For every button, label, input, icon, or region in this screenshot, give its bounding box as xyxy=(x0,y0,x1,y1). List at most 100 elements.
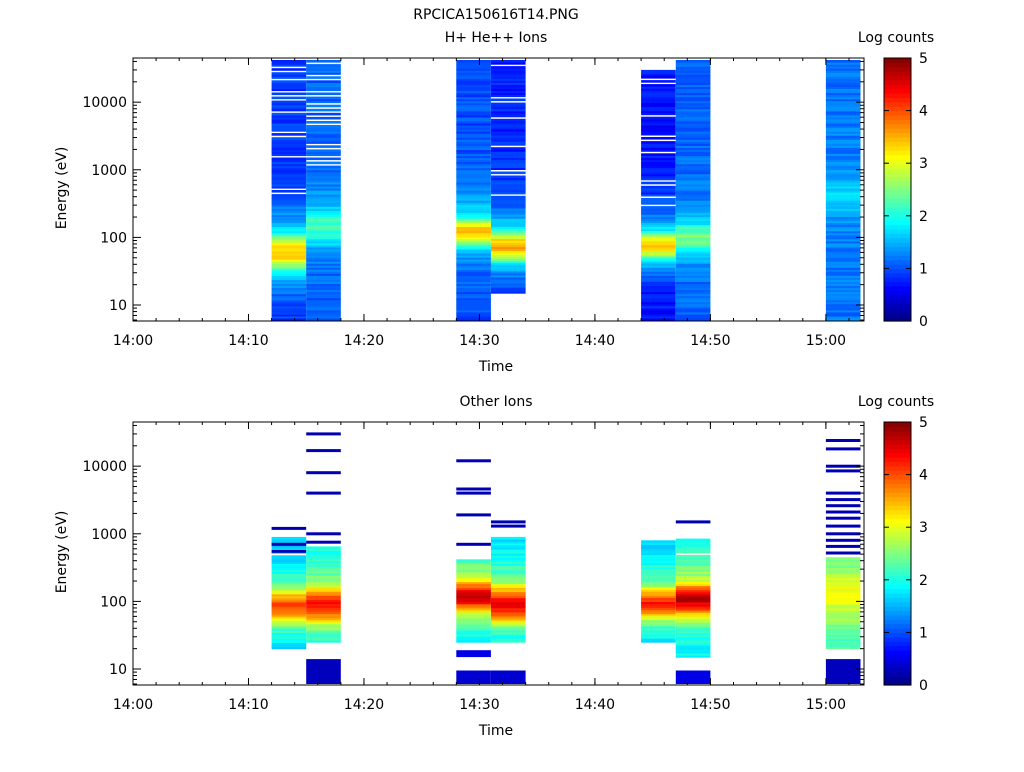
energy-bin xyxy=(491,197,526,201)
energy-bin xyxy=(675,232,711,236)
energy-bin xyxy=(641,623,676,627)
energy-bin xyxy=(675,579,711,582)
energy-bin xyxy=(675,542,711,546)
energy-bin xyxy=(306,181,341,185)
energy-line xyxy=(825,510,861,514)
energy-bin xyxy=(271,612,307,615)
energy-bin xyxy=(825,626,861,629)
energy-bin xyxy=(641,285,676,288)
energy-bin xyxy=(825,100,861,104)
colorbar-tick-label: 4 xyxy=(919,104,928,120)
energy-bin xyxy=(306,271,341,274)
energy-bin xyxy=(271,123,307,126)
energy-line xyxy=(271,542,307,546)
energy-bin xyxy=(825,297,861,301)
energy-bin xyxy=(641,214,676,217)
energy-bin xyxy=(456,216,491,219)
energy-bin xyxy=(491,187,526,191)
energy-bin xyxy=(271,151,307,154)
colorbar-segment xyxy=(884,189,911,195)
energy-bin xyxy=(491,638,526,641)
colorbar-segment xyxy=(884,483,911,489)
energy-bin xyxy=(641,222,676,225)
energy-bin xyxy=(456,621,491,625)
energy-bin xyxy=(456,255,491,258)
energy-bin xyxy=(825,228,861,232)
energy-bin xyxy=(491,601,526,605)
colorbar-segment xyxy=(884,514,911,520)
energy-bin xyxy=(641,289,676,293)
energy-bin xyxy=(675,222,711,226)
energy-bin xyxy=(306,273,341,276)
energy-bin xyxy=(641,171,676,175)
energy-bin xyxy=(306,98,341,102)
energy-bin xyxy=(456,583,491,587)
energy-bin xyxy=(306,173,341,177)
energy-line xyxy=(825,538,861,542)
energy-bin xyxy=(825,165,861,169)
colorbar-segment xyxy=(884,478,911,484)
energy-bin xyxy=(491,226,526,229)
energy-bin xyxy=(491,581,526,584)
energy-line xyxy=(825,491,861,495)
energy-bin xyxy=(306,86,341,89)
energy-bin xyxy=(641,200,676,203)
energy-bin xyxy=(491,258,526,262)
energy-bin xyxy=(491,632,526,635)
energy-bin xyxy=(306,621,341,625)
energy-bin xyxy=(271,76,307,79)
colorbar-segment xyxy=(884,553,911,559)
colorbar-segment xyxy=(884,101,911,107)
colorbar-frame xyxy=(883,421,912,686)
energy-bin xyxy=(271,577,307,581)
energy-bin xyxy=(306,581,341,584)
energy-bin xyxy=(456,206,491,209)
colorbar-segment xyxy=(884,110,911,116)
energy-bin xyxy=(271,246,307,250)
energy-bin xyxy=(675,259,711,262)
energy-bin xyxy=(641,175,676,179)
energy-bin xyxy=(306,236,341,240)
colorbar-segment xyxy=(884,272,911,278)
energy-bin xyxy=(271,599,307,603)
energy-bin xyxy=(641,86,676,89)
energy-bin xyxy=(675,131,711,134)
energy-bin xyxy=(675,313,711,317)
energy-bin xyxy=(825,640,861,644)
energy-bin xyxy=(306,214,341,217)
y-tick-label: 100 xyxy=(100,230,127,246)
energy-bin xyxy=(271,597,307,601)
energy-bin xyxy=(491,291,526,294)
energy-bin xyxy=(306,153,341,157)
colorbar-segment xyxy=(884,628,911,633)
energy-bin xyxy=(825,620,861,623)
energy-bin xyxy=(641,96,676,99)
energy-bin xyxy=(271,591,307,595)
energy-bin xyxy=(825,591,861,595)
energy-bin xyxy=(456,593,491,597)
energy-bin xyxy=(306,595,341,598)
energy-bin xyxy=(641,147,676,150)
energy-bin xyxy=(306,121,341,124)
energy-bin xyxy=(491,70,526,73)
energy-bin xyxy=(271,311,307,315)
energy-bin xyxy=(306,129,341,132)
energy-bin xyxy=(271,121,307,124)
energy-bin xyxy=(675,159,711,163)
energy-bin xyxy=(825,94,861,98)
energy-bin xyxy=(825,614,861,617)
energy-bin xyxy=(271,616,307,619)
colorbar-segment xyxy=(884,500,911,506)
energy-bin xyxy=(675,263,711,266)
energy-bin xyxy=(641,607,676,611)
energy-bin xyxy=(825,248,861,252)
energy-bin xyxy=(306,228,341,232)
energy-bin xyxy=(825,612,861,615)
energy-bin xyxy=(641,609,676,613)
energy-bin xyxy=(825,581,861,585)
energy-bin xyxy=(675,634,711,638)
colorbar-segment xyxy=(884,575,911,581)
energy-bin xyxy=(456,62,491,65)
energy-bin xyxy=(675,279,711,282)
energy-bin xyxy=(675,175,711,179)
